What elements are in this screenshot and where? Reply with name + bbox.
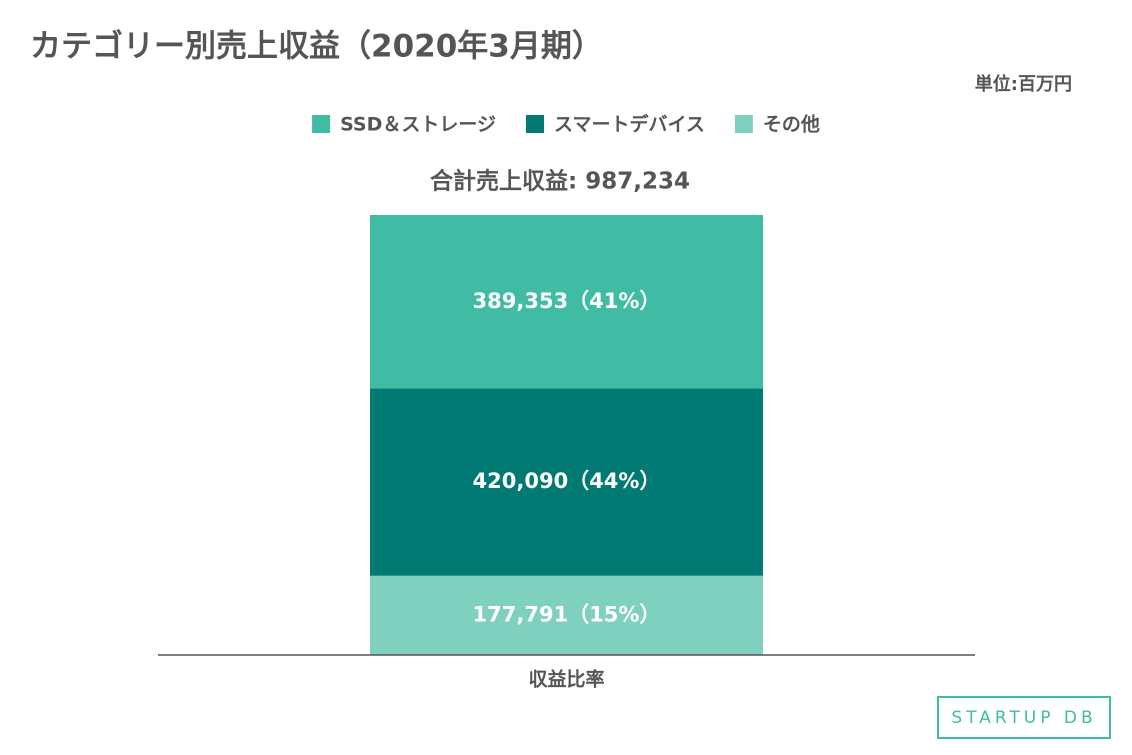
- total-label: 合計売上収益: 987,234: [430, 168, 690, 195]
- value-label: 177,791（15%）: [473, 602, 661, 626]
- logo-box: [937, 696, 1111, 739]
- chart-title: カテゴリー別売上収益（2020年3月期）: [30, 29, 603, 65]
- bar-segment: [370, 215, 763, 389]
- legend: SSD＆ストレージ スマートデバイス その他: [312, 113, 820, 136]
- bar-segment: [370, 575, 763, 655]
- logo: STARTUP DB: [951, 708, 1096, 728]
- legend-swatch: [526, 115, 545, 133]
- legend-label: SSD＆ストレージ: [340, 114, 496, 136]
- legend-label: スマートデバイス: [554, 113, 705, 136]
- bar-segment: [370, 388, 763, 576]
- value-label: 420,090（44%）: [473, 469, 661, 493]
- legend-swatch: [734, 115, 753, 133]
- unit-note: 単位:百万円: [975, 73, 1072, 95]
- legend-swatch: [312, 115, 331, 133]
- value-label: 389,353（41%）: [473, 289, 661, 313]
- legend-label: その他: [763, 113, 820, 136]
- x-tick-label: 収益比率: [528, 668, 604, 691]
